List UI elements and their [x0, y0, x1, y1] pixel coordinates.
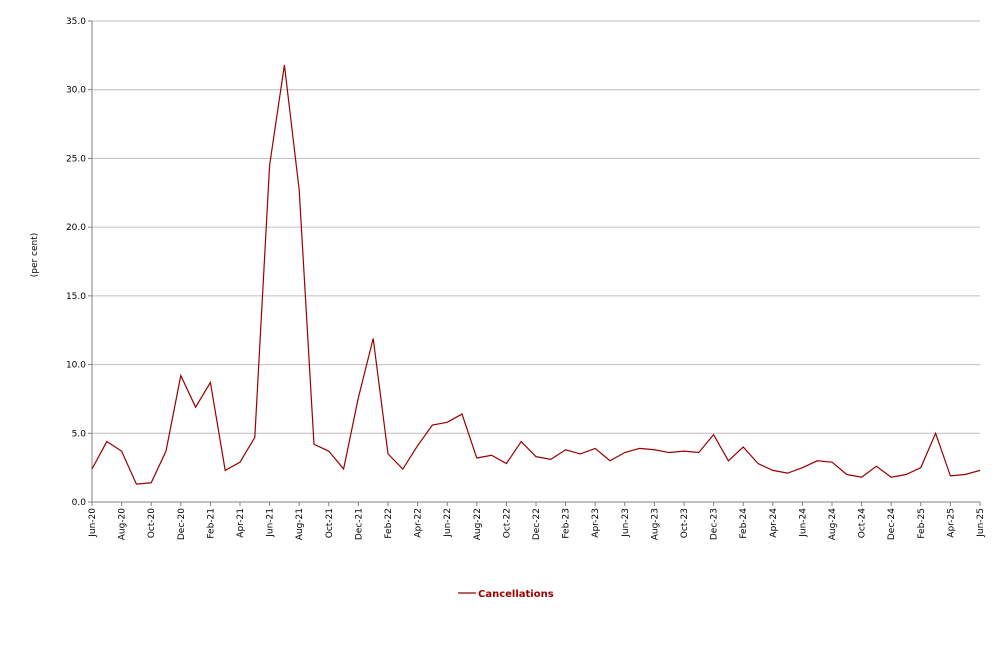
y-tick-label: 15.0 [66, 292, 86, 302]
x-tick-label: Apr-24 [769, 508, 779, 538]
x-tick-label: Dec-23 [710, 508, 720, 540]
x-tick-label: Jun-20 [88, 508, 98, 538]
grid-lines [92, 20, 980, 434]
x-tick-label: Oct-24 [858, 508, 868, 539]
y-tick-labels: 0.0 5.0 10.0 15.0 20.0 25.0 30.0 35.0 [66, 17, 86, 508]
x-tick-label: Jun-22 [443, 508, 453, 538]
x-tick-label: Oct-22 [502, 508, 512, 538]
x-tick-labels: Jun-20 Aug-20 Oct-20 Dec-20 Feb-21 Apr-21 Jun-… [88, 508, 986, 541]
x-tick-label: Aug-20 [118, 508, 128, 541]
x-tick-label: Dec-24 [887, 508, 897, 540]
y-tick-label: 10.0 [66, 361, 86, 371]
y-tick-label: 20.0 [66, 223, 86, 233]
x-tick-label: Dec-20 [177, 508, 187, 540]
y-tick-label: 35.0 [66, 17, 86, 27]
y-tick-label: 25.0 [66, 154, 86, 164]
x-tick-label: Jun-23 [621, 508, 631, 538]
series-line-cancellations [91, 64, 981, 485]
x-tick-label: Aug-23 [650, 508, 660, 540]
series-layer [91, 64, 981, 485]
y-tick-label: 5.0 [72, 429, 87, 439]
x-tick-label: Dec-22 [532, 508, 542, 540]
x-tick-label: Jun-24 [798, 508, 808, 538]
x-tick-label: Oct-23 [680, 508, 690, 538]
x-tick-label: Feb-24 [739, 508, 749, 539]
x-tick-label: Oct-20 [147, 508, 157, 539]
x-tick-label: Aug-21 [295, 508, 305, 540]
x-tick-label: Oct-21 [325, 508, 335, 538]
x-tick-label: Apr-22 [414, 508, 424, 538]
x-tick-label: Aug-22 [473, 508, 483, 540]
x-tick-label: Feb-21 [206, 508, 216, 539]
y-tick-label: 0.0 [72, 498, 87, 508]
legend: Cancellations [458, 589, 554, 600]
legend-label-cancellations: Cancellations [478, 589, 554, 600]
x-tick-label: Aug-24 [828, 508, 838, 541]
y-tick-label: 30.0 [66, 86, 86, 96]
x-tick-label: Feb-25 [917, 508, 927, 539]
axes [88, 20, 981, 506]
x-tick-label: Feb-22 [384, 508, 394, 539]
x-tick-label: Feb-23 [562, 508, 572, 539]
y-axis-label: (per cent) [30, 233, 40, 278]
x-tick-label: Jun-21 [266, 508, 276, 538]
x-tick-label: Apr-23 [591, 508, 601, 538]
x-tick-label: Jun-25 [976, 508, 986, 538]
x-tick-label: Dec-21 [354, 508, 364, 540]
x-tick-label: Apr-21 [236, 508, 246, 538]
x-tick-label: Apr-25 [946, 508, 956, 538]
